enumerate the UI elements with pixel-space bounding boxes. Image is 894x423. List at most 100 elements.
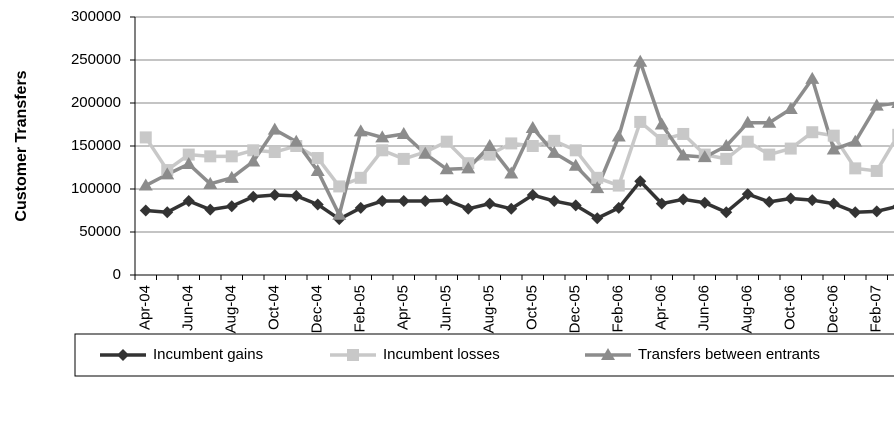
- data-point: [634, 175, 647, 188]
- x-tick-label: Apr-06: [653, 285, 670, 330]
- data-point: [569, 199, 582, 212]
- x-tick-label: Feb-05: [352, 285, 369, 333]
- data-point: [268, 189, 281, 202]
- data-point: [892, 128, 894, 141]
- data-point: [870, 205, 883, 218]
- data-point: [225, 200, 238, 213]
- data-point: [634, 115, 647, 128]
- data-point: [676, 148, 691, 161]
- data-point: [396, 126, 411, 139]
- data-point: [612, 201, 625, 214]
- data-point: [891, 103, 894, 108]
- data-point: [784, 192, 797, 205]
- data-point: [246, 154, 261, 167]
- data-point: [806, 126, 819, 139]
- data-point: [204, 150, 217, 163]
- legend-label: Incumbent losses: [383, 346, 500, 363]
- data-point: [870, 164, 883, 177]
- data-point: [181, 157, 196, 170]
- data-point: [826, 142, 841, 155]
- data-point: [203, 176, 218, 189]
- legend-marker: [347, 349, 359, 361]
- data-point: [268, 146, 281, 159]
- data-point: [224, 170, 239, 183]
- data-point: [806, 194, 819, 207]
- data-point: [138, 178, 153, 191]
- data-point: [720, 152, 733, 165]
- y-tick-label: 250000: [71, 51, 121, 68]
- data-point: [763, 195, 776, 208]
- y-tick-label: 100000: [71, 180, 121, 197]
- x-tick-label: Jun-06: [696, 285, 713, 331]
- data-point: [697, 150, 712, 163]
- data-point: [483, 197, 496, 210]
- data-point: [568, 158, 583, 171]
- x-tick-label: Aug-05: [481, 285, 498, 333]
- x-tick-label: Oct-06: [782, 285, 799, 330]
- data-point: [741, 188, 754, 201]
- data-point: [805, 71, 820, 84]
- data-point: [161, 206, 174, 219]
- data-point: [526, 140, 539, 152]
- x-tick-label: Aug-06: [739, 285, 756, 333]
- x-tick-label: Aug-04: [223, 285, 240, 333]
- data-point: [139, 204, 152, 217]
- data-point: [139, 131, 152, 144]
- data-point: [397, 195, 410, 208]
- x-tick-label: Apr-05: [395, 285, 412, 330]
- x-tick-label: Feb-07: [868, 285, 885, 333]
- data-point: [505, 137, 518, 150]
- data-point: [591, 171, 604, 184]
- y-tick-label: 0: [113, 266, 121, 283]
- legend-marker: [117, 349, 129, 361]
- y-tick-label: 300000: [71, 8, 121, 25]
- data-point: [848, 134, 863, 147]
- legend-label: Transfers between entrants: [638, 346, 820, 363]
- data-point: [655, 197, 668, 210]
- y-axis-label: Customer Transfers: [13, 70, 30, 221]
- data-point: [376, 144, 389, 157]
- data-point: [784, 142, 797, 155]
- data-point: [289, 134, 304, 147]
- data-point: [827, 129, 840, 142]
- data-point: [590, 181, 605, 194]
- data-point: [310, 163, 325, 176]
- data-point: [740, 115, 755, 128]
- data-point: [204, 203, 217, 216]
- data-point: [376, 195, 389, 208]
- data-point: [763, 148, 776, 161]
- legend-marker: [601, 348, 615, 360]
- y-tick-label: 50000: [79, 223, 121, 240]
- data-point: [353, 124, 368, 137]
- x-tick-label: Dec-04: [309, 285, 326, 333]
- data-point: [182, 195, 195, 208]
- data-point: [354, 201, 367, 214]
- data-point: [419, 195, 432, 208]
- data-point: [569, 144, 582, 157]
- data-point: [462, 202, 475, 215]
- data-point: [504, 166, 519, 179]
- data-point: [654, 117, 669, 130]
- data-point: [677, 193, 690, 206]
- data-point: [505, 202, 518, 215]
- data-point: [225, 150, 238, 163]
- data-point: [397, 152, 410, 165]
- data-point: [525, 120, 540, 133]
- x-tick-label: Dec-05: [567, 285, 584, 333]
- data-point: [461, 161, 476, 174]
- data-point: [720, 206, 733, 219]
- data-point: [655, 133, 668, 146]
- data-point: [182, 148, 195, 161]
- data-point: [440, 194, 453, 207]
- data-point: [290, 189, 303, 202]
- data-point: [418, 146, 433, 159]
- legend-label: Incumbent gains: [153, 346, 263, 363]
- data-point: [439, 162, 454, 175]
- legend-box: [74, 333, 894, 377]
- data-point: [267, 122, 282, 135]
- data-point: [633, 54, 648, 67]
- x-tick-label: Jun-05: [438, 285, 455, 331]
- data-point: [547, 145, 562, 158]
- x-tick-label: Apr-04: [137, 285, 154, 330]
